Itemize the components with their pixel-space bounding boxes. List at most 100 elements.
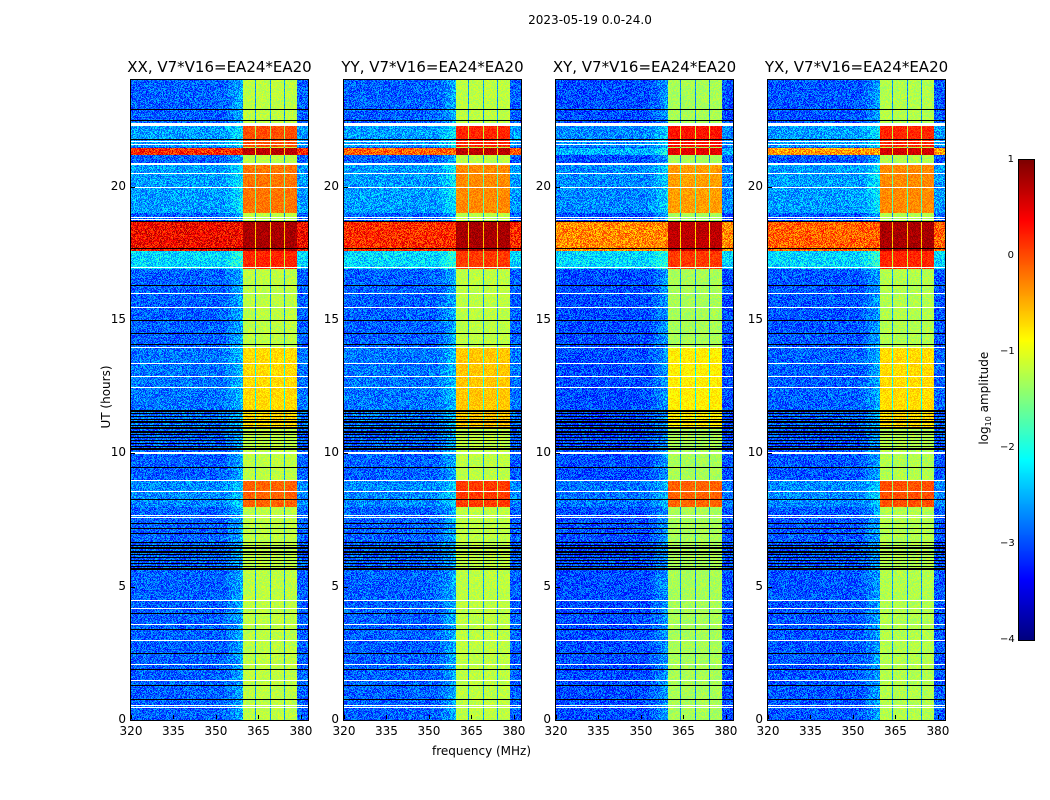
x-tick-label: 365: [883, 724, 907, 738]
x-tick-label: 350: [629, 724, 653, 738]
x-tick-mark: [386, 715, 388, 719]
y-tick-mark: [344, 586, 348, 588]
y-tick-label: 5: [543, 578, 551, 593]
x-tick-label: 335: [162, 724, 185, 738]
colorbar-tick-label: −2: [1000, 442, 1015, 453]
y-tick-label: 10: [535, 445, 551, 460]
y-tick-label: 5: [331, 578, 339, 593]
x-tick-mark: [471, 715, 473, 719]
x-tick-mark: [173, 715, 175, 719]
x-tick-label: 350: [417, 724, 441, 738]
x-tick-label: 335: [375, 724, 398, 738]
x-tick-label: 320: [119, 724, 143, 738]
colorbar-tick-label: 0: [1007, 250, 1014, 261]
y-tick-mark: [344, 453, 348, 455]
y-tick-mark: [768, 586, 772, 588]
y-tick-mark: [344, 720, 348, 721]
x-tick-mark: [344, 715, 345, 719]
colorbar-label-sub: 10: [984, 416, 994, 427]
x-axis-label: frequency (MHz): [432, 744, 532, 758]
x-tick-label: 350: [204, 724, 228, 738]
y-tick-label: 15: [535, 312, 551, 326]
x-tick-mark: [895, 715, 897, 719]
x-tick-label: 320: [756, 724, 780, 738]
x-tick-mark: [937, 715, 939, 719]
colorbar-tick-label: −4: [1000, 634, 1015, 645]
x-tick-mark: [640, 715, 642, 719]
x-tick-mark: [598, 715, 600, 719]
spectrogram-xy: [556, 80, 733, 720]
y-tick-mark: [556, 586, 560, 588]
x-tick-mark: [556, 715, 557, 719]
y-tick-label: 20: [747, 178, 763, 193]
panel-title: YX, V7*V16=EA24*EA20: [764, 58, 949, 76]
panel-title: YY, V7*V16=EA24*EA20: [341, 58, 524, 76]
x-tick-label: 380: [714, 724, 738, 738]
figure-title: 2023-05-19 0.0-24.0: [528, 13, 652, 27]
x-tick-label: 380: [926, 724, 950, 738]
y-tick-label: 20: [535, 178, 551, 193]
x-tick-mark: [768, 715, 769, 719]
y-tick-label: 5: [118, 578, 126, 593]
y-tick-label: 10: [323, 445, 339, 460]
y-tick-label: 15: [110, 312, 126, 326]
colorbar-label: log10 amplitude: [977, 348, 993, 448]
y-tick-label: 10: [110, 445, 126, 460]
x-tick-mark: [810, 715, 812, 719]
y-tick-label: 0: [331, 712, 339, 726]
panel-title: XX, V7*V16=EA24*EA20: [127, 58, 312, 76]
colorbar: [1019, 160, 1034, 640]
y-axis-label: UT (hours): [99, 365, 113, 429]
y-tick-mark: [131, 586, 135, 588]
y-tick-label: 0: [543, 712, 551, 726]
y-tick-label: 20: [110, 178, 126, 193]
colorbar-tick-label: 1: [1007, 154, 1014, 165]
y-tick-label: 0: [118, 712, 126, 726]
x-tick-mark: [852, 715, 854, 719]
y-tick-mark: [344, 186, 348, 188]
y-tick-mark: [344, 320, 348, 321]
y-tick-mark: [131, 720, 135, 721]
x-tick-label: 335: [799, 724, 822, 738]
x-tick-mark: [300, 715, 302, 719]
y-tick-mark: [556, 453, 560, 455]
x-tick-label: 365: [246, 724, 270, 738]
spectrogram-yx: [768, 80, 945, 720]
y-tick-label: 20: [323, 178, 339, 193]
colorbar-label-log: log: [976, 426, 991, 445]
x-tick-mark: [428, 715, 430, 719]
x-tick-mark: [683, 715, 685, 719]
y-tick-mark: [131, 453, 135, 455]
x-tick-label: 380: [289, 724, 313, 738]
colorbar-tick-label: −1: [1000, 346, 1015, 357]
x-tick-mark: [513, 715, 515, 719]
y-tick-mark: [556, 720, 560, 721]
y-tick-mark: [556, 320, 560, 321]
panel-title: XY, V7*V16=EA24*EA20: [552, 58, 737, 76]
colorbar-label-suffix: amplitude: [976, 351, 991, 417]
y-tick-mark: [768, 453, 772, 455]
x-tick-label: 380: [502, 724, 526, 738]
x-tick-label: 350: [841, 724, 865, 738]
y-tick-label: 15: [323, 312, 339, 326]
y-tick-mark: [556, 186, 560, 188]
x-tick-mark: [258, 715, 260, 719]
y-tick-label: 0: [755, 712, 763, 726]
colorbar-tick-label: −3: [1000, 538, 1015, 549]
y-tick-mark: [131, 320, 135, 321]
x-tick-mark: [215, 715, 217, 719]
y-tick-mark: [768, 320, 772, 321]
y-tick-mark: [131, 186, 135, 188]
y-tick-mark: [768, 720, 772, 721]
y-tick-label: 10: [747, 445, 763, 460]
spectrogram-xx: [131, 80, 308, 720]
y-tick-label: 5: [755, 578, 763, 593]
x-tick-label: 320: [544, 724, 568, 738]
x-tick-label: 335: [587, 724, 610, 738]
x-tick-label: 365: [459, 724, 483, 738]
x-tick-mark: [131, 715, 132, 719]
x-tick-label: 365: [671, 724, 695, 738]
y-tick-label: 15: [747, 312, 763, 326]
x-tick-mark: [725, 715, 727, 719]
spectrogram-yy: [344, 80, 521, 720]
